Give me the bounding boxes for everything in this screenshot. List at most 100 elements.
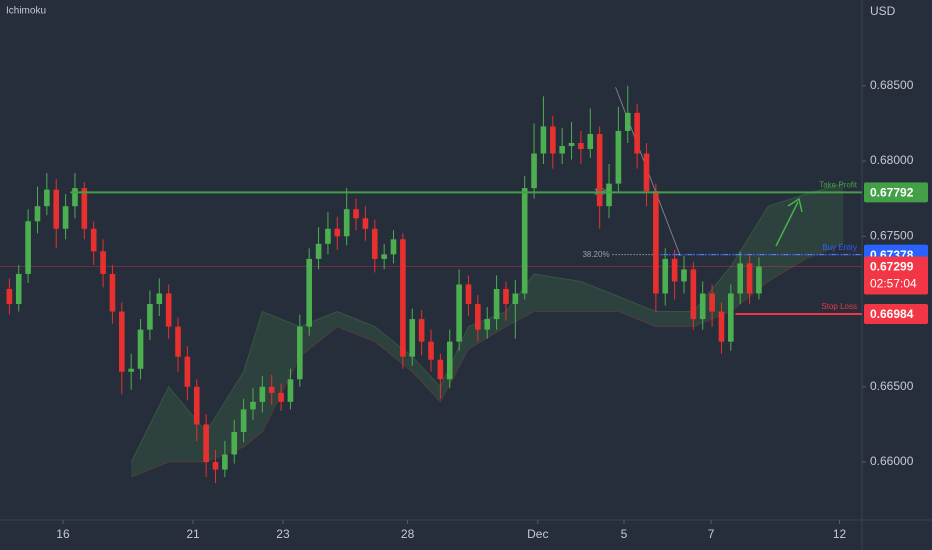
level-value: 0.67792 bbox=[870, 186, 914, 200]
candle-body bbox=[278, 392, 284, 402]
candle-body bbox=[428, 341, 434, 360]
candle-body bbox=[681, 269, 687, 282]
candle-body bbox=[475, 304, 481, 330]
y-tick-label: 0.66500 bbox=[870, 379, 914, 393]
candle-body bbox=[709, 293, 715, 312]
candle-body bbox=[44, 189, 50, 207]
candle-body bbox=[746, 263, 753, 294]
candle-body bbox=[25, 221, 31, 274]
candle-body bbox=[343, 209, 350, 237]
level-tag bbox=[864, 303, 928, 324]
candle-body bbox=[549, 126, 556, 154]
x-tick-label: 12 bbox=[833, 527, 847, 541]
candle-body bbox=[193, 386, 200, 425]
x-tick-label: 28 bbox=[401, 527, 415, 541]
level-name: Stop Loss bbox=[821, 302, 857, 311]
cloud-span-b bbox=[130, 243, 844, 478]
x-tick-label: 16 bbox=[56, 527, 70, 541]
x-tick-label: Dec bbox=[527, 527, 548, 541]
candle-body bbox=[259, 386, 266, 402]
candle-body bbox=[268, 386, 275, 393]
price-value: 0.67299 bbox=[870, 260, 914, 274]
candle-body bbox=[671, 258, 678, 282]
candle-body bbox=[446, 341, 453, 380]
candle-body bbox=[718, 311, 725, 342]
y-tick-label: 0.68000 bbox=[870, 153, 914, 167]
candle-body bbox=[6, 288, 13, 305]
candle-body bbox=[596, 133, 603, 207]
candle-body bbox=[400, 239, 406, 357]
x-tick-label: 21 bbox=[186, 527, 200, 541]
y-tick-label: 0.66000 bbox=[870, 454, 914, 468]
candle-body bbox=[334, 228, 341, 237]
candle-body bbox=[381, 254, 387, 259]
candle-body bbox=[690, 269, 697, 320]
cloud-span-a bbox=[130, 183, 844, 463]
candle-body bbox=[81, 188, 88, 229]
candle-body bbox=[156, 293, 163, 305]
price-countdown: 02:57:04 bbox=[870, 277, 917, 291]
candle-body bbox=[297, 326, 303, 380]
candle-body bbox=[728, 293, 734, 342]
candle-body bbox=[662, 258, 669, 294]
candle-body bbox=[587, 133, 594, 150]
candle-body bbox=[100, 251, 106, 274]
candle-body bbox=[362, 218, 369, 229]
candle-body bbox=[175, 326, 181, 357]
candle-body bbox=[118, 311, 125, 372]
candle-body bbox=[315, 243, 322, 259]
candle-body bbox=[643, 153, 650, 192]
candle-body bbox=[634, 112, 640, 154]
currency-label: USD bbox=[870, 4, 896, 18]
candle-body bbox=[240, 409, 247, 432]
x-tick-label: 23 bbox=[276, 527, 290, 541]
candle-body bbox=[15, 273, 22, 305]
candle-body bbox=[540, 126, 547, 154]
candle-body bbox=[699, 293, 706, 320]
candle-body bbox=[737, 263, 744, 294]
candle-body bbox=[231, 431, 238, 455]
x-tick-label: 5 bbox=[621, 527, 628, 541]
candle-body bbox=[503, 288, 509, 305]
candle-body bbox=[137, 329, 144, 369]
level-name: Buy Entry bbox=[822, 243, 857, 252]
candle-body bbox=[353, 209, 359, 219]
candle-body bbox=[62, 206, 69, 229]
candle-body bbox=[456, 284, 462, 342]
level-tag bbox=[864, 182, 928, 203]
candle-body bbox=[615, 130, 622, 184]
candle-body bbox=[203, 424, 209, 463]
candle-body bbox=[184, 356, 191, 387]
candle-body bbox=[484, 319, 491, 330]
candle-body bbox=[90, 228, 97, 252]
candle-body bbox=[222, 454, 228, 470]
price-tag bbox=[864, 256, 928, 295]
candle-body bbox=[606, 183, 612, 207]
level-name: Take Profit bbox=[819, 180, 858, 189]
candle-body bbox=[165, 293, 172, 327]
candle-body bbox=[128, 368, 134, 372]
candle-body bbox=[465, 284, 472, 305]
candle-body bbox=[409, 319, 416, 357]
y-tick-label: 0.67500 bbox=[870, 228, 914, 242]
fib-label: 38.20% bbox=[582, 250, 609, 259]
candle-body bbox=[493, 288, 500, 320]
indicator-label: Ichimoku bbox=[6, 6, 46, 17]
x-tick-label: 7 bbox=[708, 527, 715, 541]
candle-body bbox=[53, 189, 60, 229]
candle-body bbox=[325, 228, 331, 244]
candle-body bbox=[512, 293, 519, 305]
candle-body bbox=[306, 258, 313, 327]
candle-body bbox=[568, 142, 575, 146]
candle-body bbox=[418, 319, 425, 342]
candle-body bbox=[390, 239, 397, 255]
candle-body bbox=[756, 266, 762, 294]
candle-body bbox=[559, 145, 565, 154]
candle-body bbox=[72, 188, 78, 207]
candle-body bbox=[653, 191, 659, 294]
arrow bbox=[775, 201, 799, 247]
candle-body bbox=[147, 304, 153, 330]
candle-body bbox=[109, 273, 116, 312]
